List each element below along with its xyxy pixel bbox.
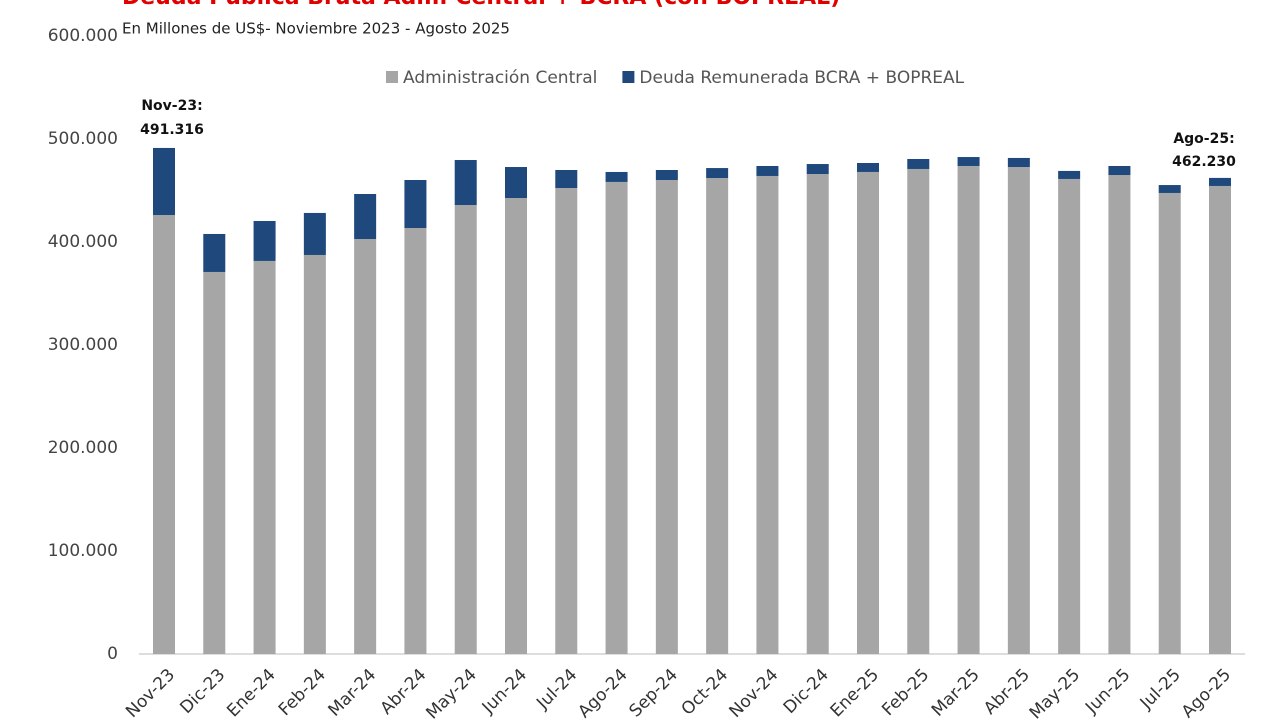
bar-segment bbox=[655, 170, 678, 180]
bar-segment bbox=[505, 167, 527, 199]
bar-segment bbox=[1209, 185, 1231, 654]
legend-swatch bbox=[622, 71, 635, 83]
x-tick-label: Jun-24 bbox=[478, 665, 531, 718]
bar-segment bbox=[756, 165, 779, 176]
bar-segment bbox=[806, 174, 829, 654]
bar-segment bbox=[505, 198, 527, 655]
chart-title: Deuda Pública Bruta Adm. Central + BCRA … bbox=[122, 0, 840, 10]
x-tick-label: Dic-23 bbox=[176, 665, 229, 718]
bar-segment bbox=[1007, 157, 1030, 168]
x-tick-label: May-25 bbox=[1026, 665, 1084, 720]
y-tick-label: 300.000 bbox=[48, 335, 118, 355]
y-tick-label: 200.000 bbox=[48, 438, 118, 458]
chart-subtitle: En Millones de US$- Noviembre 2023 - Ago… bbox=[122, 20, 510, 38]
bar-segment bbox=[303, 212, 326, 255]
bar-segment bbox=[655, 179, 678, 654]
bar-segment bbox=[1108, 175, 1131, 655]
bar-segment bbox=[1158, 185, 1181, 193]
bar-segment bbox=[303, 254, 326, 654]
bar-segment bbox=[1209, 177, 1231, 186]
bar-segment bbox=[203, 271, 226, 654]
x-tick-label: Ene-24 bbox=[223, 665, 279, 720]
bar-segment bbox=[706, 168, 729, 179]
x-tick-label: Dic-24 bbox=[780, 665, 833, 718]
bar-segment bbox=[605, 181, 628, 655]
bar-segment bbox=[706, 178, 729, 655]
bar-segment bbox=[1108, 165, 1131, 176]
x-tick-label: May-24 bbox=[422, 665, 480, 720]
bar-segment bbox=[404, 179, 427, 228]
bar-segment bbox=[253, 260, 276, 654]
x-tick-label: Nov-23 bbox=[122, 665, 179, 720]
legend-label: Administración Central bbox=[403, 68, 597, 88]
annotation-value: 462.230 bbox=[1172, 154, 1236, 170]
x-tick-label: Feb-24 bbox=[275, 665, 330, 720]
y-tick-label: 600.000 bbox=[48, 26, 118, 46]
x-tick-label: Nov-24 bbox=[726, 665, 783, 720]
bar-segment bbox=[354, 194, 377, 240]
bar-segment bbox=[605, 171, 628, 182]
y-tick-label: 500.000 bbox=[48, 129, 118, 149]
bar-segment bbox=[1058, 170, 1081, 179]
bar-segment bbox=[907, 158, 930, 169]
y-tick-label: 0 bbox=[107, 644, 118, 664]
bar-segment bbox=[203, 233, 226, 272]
bar-segment bbox=[1007, 167, 1030, 655]
bar-segment bbox=[857, 162, 879, 172]
bar-segment bbox=[354, 239, 377, 654]
x-tick-label: Mar-24 bbox=[325, 665, 381, 720]
x-tick-label: Jul-24 bbox=[532, 665, 581, 714]
bar-segment bbox=[756, 175, 779, 655]
x-tick-label: Ago-25 bbox=[1178, 665, 1235, 720]
bar-segment bbox=[404, 227, 427, 654]
x-tick-label: Sep-24 bbox=[625, 665, 681, 720]
bar-segment bbox=[555, 188, 578, 654]
legend-swatch bbox=[386, 71, 398, 83]
legend-label: Deuda Remunerada BCRA + BOPREAL bbox=[639, 68, 964, 88]
bar-segment bbox=[555, 170, 578, 189]
x-tick-label: Feb-25 bbox=[878, 665, 933, 720]
x-tick-label: Jun-25 bbox=[1081, 665, 1134, 718]
bar-segment bbox=[957, 165, 980, 654]
x-tick-label: Mar-25 bbox=[928, 665, 984, 720]
annotation-label: Nov-23: bbox=[141, 98, 202, 114]
bar-segment bbox=[957, 157, 980, 166]
bar-segment bbox=[806, 164, 829, 175]
y-tick-label: 100.000 bbox=[48, 541, 118, 561]
bar-segment bbox=[454, 160, 477, 206]
y-tick-label: 400.000 bbox=[48, 232, 118, 252]
bar-segment bbox=[1158, 192, 1181, 655]
bar-segment bbox=[1058, 178, 1081, 655]
bar-segment bbox=[153, 215, 175, 655]
x-tick-label: Jul-25 bbox=[1136, 665, 1185, 714]
bar-segment bbox=[454, 205, 477, 654]
bar-segment bbox=[153, 147, 175, 216]
annotation-value: 491.316 bbox=[140, 122, 204, 138]
bar-segment bbox=[907, 168, 930, 654]
x-tick-label: Ene-25 bbox=[827, 665, 883, 720]
annotation-label: Ago-25: bbox=[1173, 131, 1234, 147]
bar-segment bbox=[857, 171, 879, 654]
x-tick-label: Ago-24 bbox=[574, 665, 631, 720]
x-tick-label: Oct-24 bbox=[678, 665, 733, 720]
bar-segment bbox=[253, 220, 276, 261]
